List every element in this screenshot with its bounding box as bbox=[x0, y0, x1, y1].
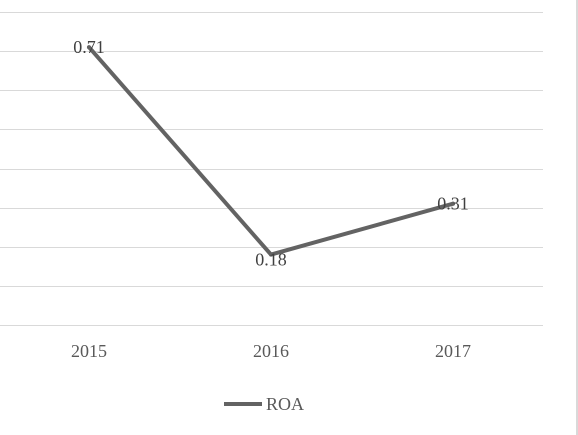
x-tick-label: 2017 bbox=[435, 341, 471, 361]
x-axis-tick-labels: 2015 2016 2017 bbox=[71, 341, 471, 361]
gridlines bbox=[0, 12, 543, 326]
x-tick-label: 2016 bbox=[253, 341, 289, 361]
series-group bbox=[87, 45, 455, 257]
data-point bbox=[451, 201, 455, 206]
x-tick-label: 2015 bbox=[71, 341, 107, 361]
data-label: 0.18 bbox=[255, 250, 287, 270]
legend: ROA bbox=[224, 394, 304, 414]
data-label: 0.71 bbox=[73, 37, 105, 57]
data-point bbox=[87, 45, 91, 50]
legend-label: ROA bbox=[266, 394, 304, 414]
data-point bbox=[269, 252, 273, 257]
series-line-roa bbox=[87, 45, 455, 257]
data-label: 0.31 bbox=[437, 194, 469, 214]
data-labels: 0.71 0.18 0.31 bbox=[73, 37, 469, 269]
